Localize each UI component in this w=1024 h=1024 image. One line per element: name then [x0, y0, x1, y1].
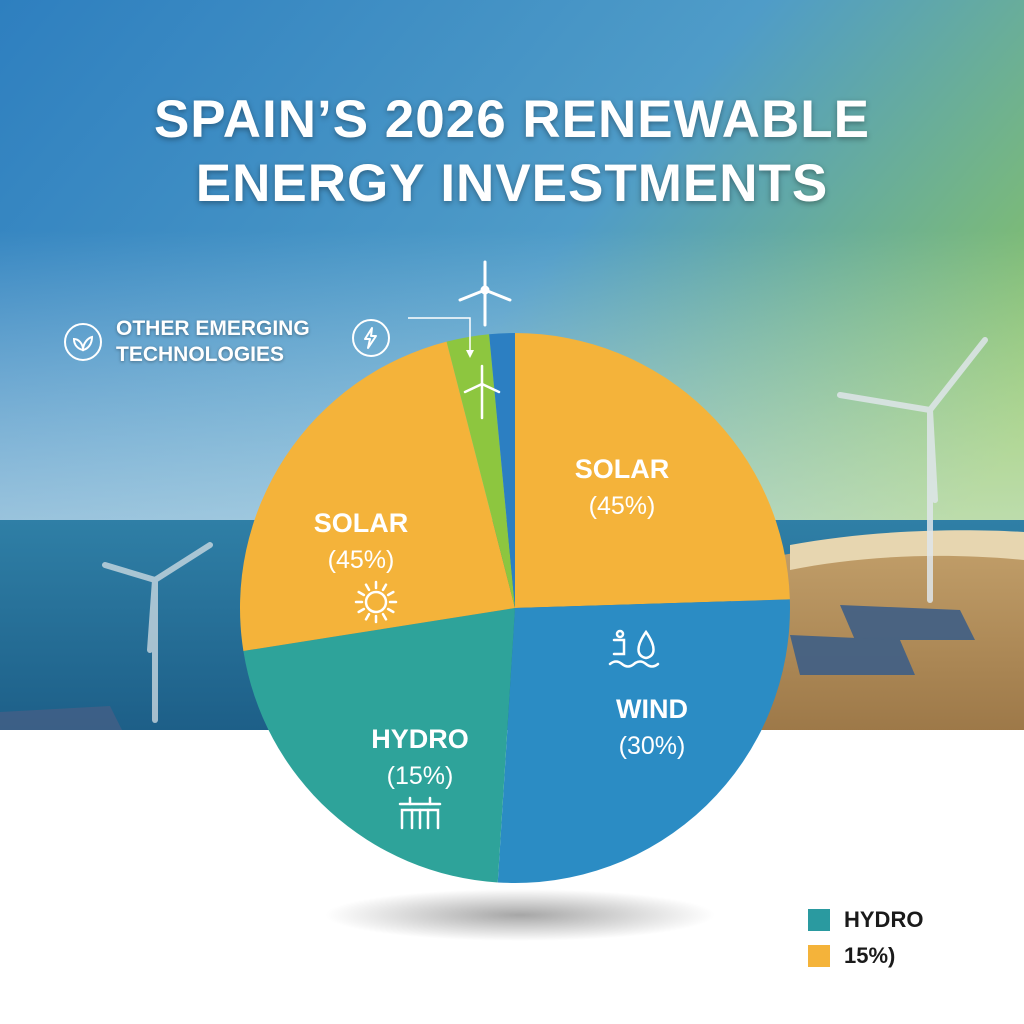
chart-title: SPAIN’S 2026 RENEWABLE ENERGY INVESTMENT…	[0, 88, 1024, 216]
slice-label-1: WIND	[616, 694, 688, 724]
pie-labels: SOLAR(45%)WIND(30%) HYDRO(15%) SOLAR(45%	[314, 364, 688, 830]
bolt-solar-icon	[352, 319, 390, 357]
pie-slice-3	[240, 341, 515, 652]
legend-label-0: HYDRO	[844, 907, 924, 932]
other-technologies-line-2: TECHNOLOGIES	[116, 343, 285, 366]
callout-connector	[408, 317, 474, 358]
pie-slices	[240, 333, 790, 883]
pie-slice-0	[515, 333, 790, 608]
top-turbine-icon	[458, 260, 512, 327]
sun-icon	[354, 580, 398, 624]
leaf-icon	[64, 323, 102, 361]
legend-item-0: HYDRO	[808, 902, 923, 938]
legend-item-1: 15%)	[808, 938, 923, 974]
legend-swatch-1	[808, 945, 830, 967]
slice-label-2: HYDRO	[371, 724, 469, 754]
slice-label-0: SOLAR	[575, 454, 670, 484]
chart-title-line-2: ENERGY INVESTMENTS	[195, 154, 829, 213]
pie-slice-5	[489, 333, 515, 608]
pie-slice-4	[446, 334, 515, 608]
slice-percent-3: (45%)	[328, 546, 395, 574]
slice-percent-0: (45%)	[589, 492, 656, 520]
other-technologies-line-1: OTHER EMERGING	[116, 317, 310, 340]
hydro-turbine-icon	[608, 629, 660, 668]
slice-percent-1: (30%)	[619, 732, 686, 760]
legend-label-1: 15%)	[844, 943, 896, 968]
legend: HYDRO 15%)	[808, 902, 923, 974]
pie-slice-1	[497, 599, 790, 883]
legend-swatch-0	[808, 909, 830, 931]
other-technologies-callout: OTHER EMERGING TECHNOLOGIES	[64, 316, 310, 368]
pie-slice-2	[243, 608, 515, 883]
dam-icon	[398, 796, 442, 830]
chart-title-line-1: SPAIN’S 2026 RENEWABLE	[153, 90, 871, 149]
wind-turbine-icon	[463, 364, 501, 420]
other-technologies-label: OTHER EMERGING TECHNOLOGIES	[116, 316, 310, 368]
slice-percent-2: (15%)	[387, 762, 454, 790]
slice-label-3: SOLAR	[314, 508, 409, 538]
